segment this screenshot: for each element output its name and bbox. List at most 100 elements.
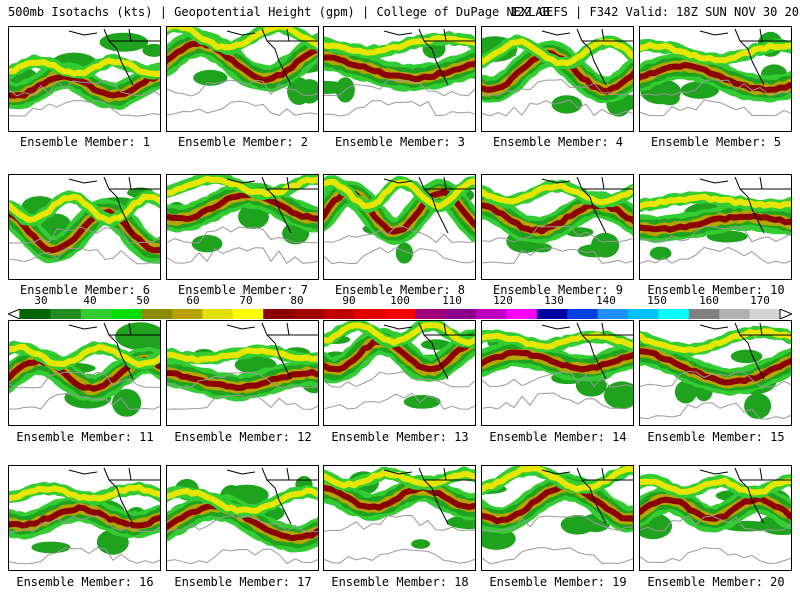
height-contour — [324, 392, 475, 410]
colorbar-right-arrow — [779, 309, 792, 319]
height-contour — [640, 515, 791, 532]
wind-blob — [603, 381, 633, 410]
height-contour — [482, 547, 633, 565]
height-contour — [9, 226, 160, 244]
wind-blob — [680, 81, 719, 99]
ensemble-panel — [639, 26, 792, 132]
ensemble-panel — [481, 174, 634, 280]
height-contour — [324, 247, 475, 265]
colorbar-tick-label: 160 — [699, 294, 719, 307]
ensemble-panel — [8, 320, 161, 426]
coastline — [68, 322, 160, 380]
ensemble-member-label: Ensemble Member: 16 — [16, 575, 154, 589]
ensemble-member-label: Ensemble Member: 9 — [492, 283, 624, 297]
height-contour — [482, 392, 633, 410]
ensemble-member-label: Ensemble Member: 19 — [489, 575, 627, 589]
height-contour — [167, 226, 318, 244]
title-left: 500mb Isotachs (kts) | Geopotential Heig… — [8, 5, 550, 19]
ensemble-member-label: Ensemble Member: 7 — [177, 283, 309, 297]
jet-streak — [640, 193, 791, 210]
colorbar-segment — [628, 309, 659, 319]
height-contour — [640, 246, 791, 264]
ensemble-member-label: Ensemble Member: 4 — [492, 135, 624, 149]
ensemble-member-label: Ensemble Member: 3 — [334, 135, 466, 149]
ensemble-panel — [639, 465, 792, 571]
colorbar-segment — [263, 309, 295, 319]
jet-streak — [482, 182, 633, 206]
ensemble-member-label: Ensemble Member: 13 — [331, 430, 469, 444]
isotach-map — [482, 322, 633, 410]
height-contour — [9, 247, 160, 265]
ensemble-panel — [166, 320, 319, 426]
colorbar-segment — [20, 309, 51, 319]
jet-streak — [9, 193, 160, 225]
colorbar-segment — [445, 309, 477, 319]
ensemble-panel — [481, 465, 634, 571]
wind-blob — [420, 339, 452, 350]
jet-streak — [167, 191, 318, 223]
coastline — [68, 28, 160, 86]
ensemble-member-label: Ensemble Member: 18 — [331, 575, 469, 589]
colorbar-tick-label: 70 — [239, 294, 253, 307]
jet-streak — [9, 71, 160, 99]
isotach-map — [9, 467, 160, 565]
height-contour — [324, 79, 475, 97]
coastline — [226, 176, 318, 234]
jet-streak — [9, 208, 160, 254]
height-contour — [482, 225, 633, 243]
colorbar-tick-label: 110 — [442, 294, 462, 307]
isotach-colorbar — [8, 309, 792, 319]
coastline — [699, 467, 791, 525]
coastline — [383, 322, 475, 380]
ensemble-member-label: Ensemble Member: 11 — [16, 430, 154, 444]
colorbar-segment — [50, 309, 82, 319]
isotach-map — [640, 28, 791, 117]
jet-streak — [167, 39, 318, 83]
isotach-map — [9, 176, 160, 265]
wind-blob — [674, 380, 697, 404]
colorbar-segment — [141, 309, 173, 319]
jet-streak — [640, 328, 791, 354]
height-contour — [324, 548, 475, 564]
isotach-map — [640, 176, 791, 264]
colorbar-tick-label: 80 — [290, 294, 304, 307]
coastline — [699, 28, 791, 86]
jet-streak — [324, 469, 475, 489]
ensemble-member-label: Ensemble Member: 5 — [650, 135, 782, 149]
colorbar-segment — [293, 309, 325, 319]
wind-blob — [139, 329, 160, 354]
ensemble-member-label: Ensemble Member: 17 — [174, 575, 312, 589]
height-contour — [324, 226, 475, 243]
ensemble-panel — [639, 320, 792, 426]
isotach-map — [9, 322, 160, 417]
height-contour — [324, 99, 475, 117]
colorbar-segment — [719, 309, 751, 319]
height-contour — [640, 99, 791, 117]
coastline — [226, 322, 318, 380]
colorbar-segment — [688, 309, 720, 319]
wind-blob — [193, 69, 228, 86]
jet-streak — [167, 27, 318, 51]
jet-streak — [482, 202, 633, 235]
isotach-map — [9, 28, 160, 117]
height-contour — [9, 99, 160, 117]
jet-streak — [640, 477, 791, 496]
ensemble-panel — [8, 26, 161, 132]
height-contour — [640, 371, 791, 388]
jet-streak — [324, 337, 475, 373]
colorbar-segment — [202, 309, 234, 319]
colorbar-segment — [415, 309, 447, 319]
wind-blob — [411, 539, 431, 549]
height-contour — [167, 100, 318, 116]
coastline — [541, 467, 633, 525]
jet-streak — [324, 35, 475, 56]
coastline — [383, 467, 475, 525]
height-contour — [482, 79, 633, 96]
ensemble-member-label: Ensemble Member: 2 — [177, 135, 309, 149]
isotach-map — [167, 175, 318, 265]
wind-blob — [287, 77, 311, 105]
jet-streak — [482, 332, 633, 350]
ensemble-panel — [8, 465, 161, 571]
colorbar-tick-label: 170 — [750, 294, 770, 307]
ensemble-member-label: Ensemble Member: 15 — [647, 430, 785, 444]
